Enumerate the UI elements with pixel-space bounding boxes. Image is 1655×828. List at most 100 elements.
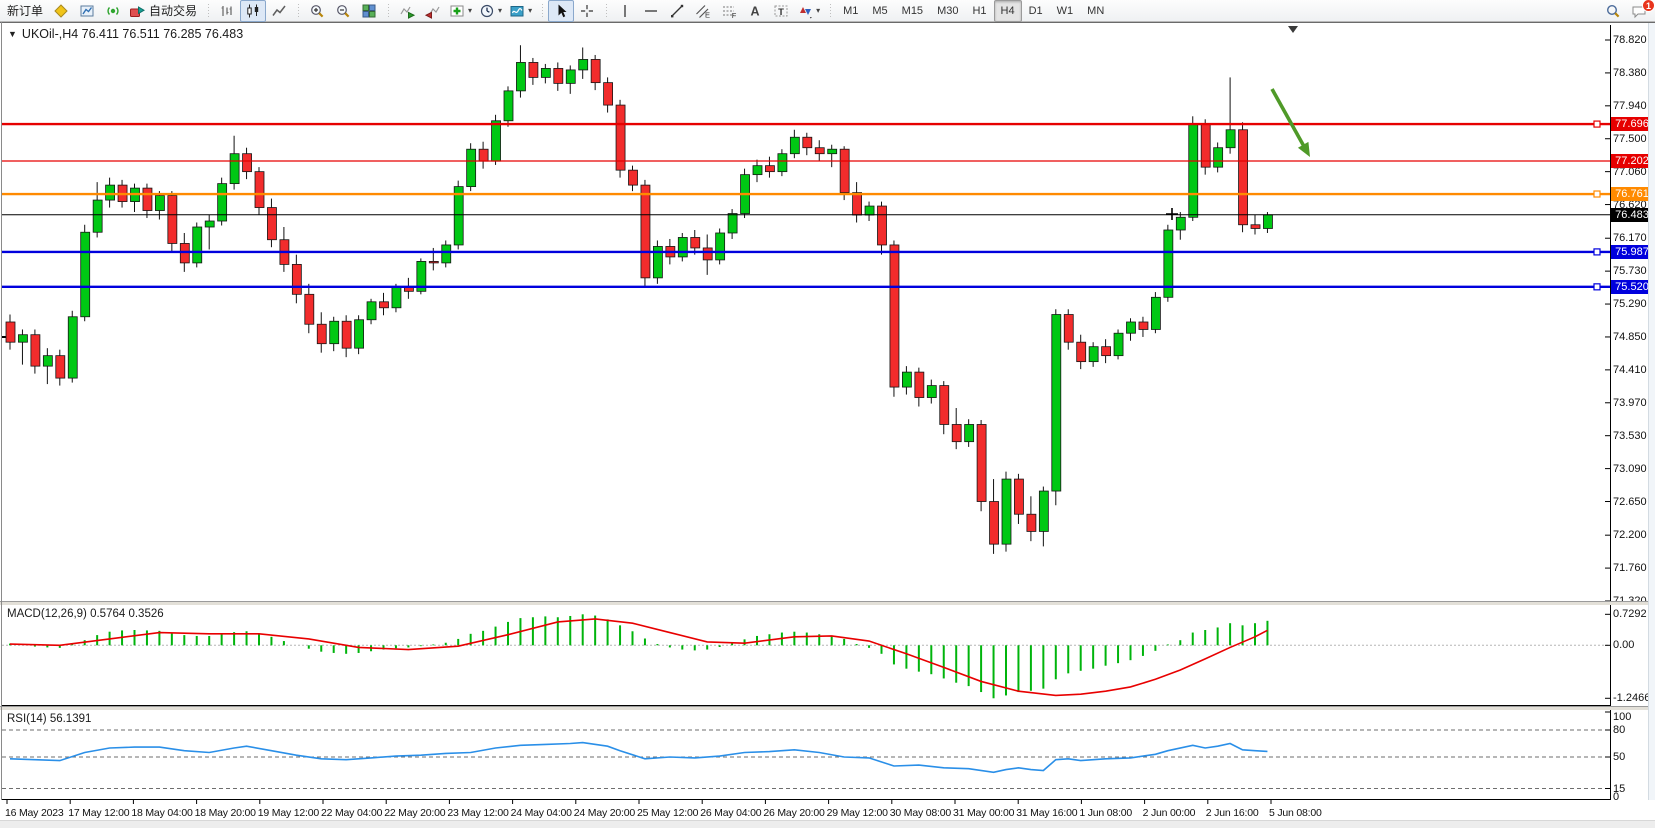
time-tick-label: 26 May 04:00 bbox=[700, 807, 762, 819]
crosshair-button[interactable] bbox=[574, 0, 600, 22]
timeframe-m5-button[interactable]: M5 bbox=[865, 0, 894, 22]
time-tick-label: 2 Jun 16:00 bbox=[1206, 807, 1259, 819]
toolbar-separator bbox=[385, 2, 392, 19]
fibonacci-button[interactable]: F bbox=[716, 0, 742, 22]
market-watch-button[interactable] bbox=[48, 0, 74, 22]
zoom-out-button[interactable] bbox=[330, 0, 356, 22]
bar-chart-button[interactable] bbox=[214, 0, 240, 22]
price-tick-label: 72.650 bbox=[1613, 495, 1647, 508]
clock-icon bbox=[479, 3, 495, 19]
chevron-down-icon[interactable]: ▾ bbox=[528, 6, 533, 15]
window-left-edge bbox=[1, 22, 2, 800]
timeframe-d1-button[interactable]: D1 bbox=[1022, 0, 1050, 22]
label-button[interactable]: T bbox=[768, 0, 794, 22]
chevron-down-icon[interactable]: ▾ bbox=[468, 6, 473, 15]
crosshair-icon bbox=[579, 3, 595, 19]
timeframe-m15-button[interactable]: M15 bbox=[895, 0, 930, 22]
price-tick-label: 75.730 bbox=[1613, 265, 1647, 278]
toolbar-separator bbox=[827, 2, 834, 19]
candlestick-chart-button[interactable] bbox=[240, 0, 267, 22]
cursor-icon bbox=[553, 3, 569, 19]
zoom-in-button[interactable] bbox=[304, 0, 330, 22]
time-tick-label: 19 May 12:00 bbox=[258, 807, 320, 819]
chart-shift-button[interactable] bbox=[420, 0, 446, 22]
price-tick-label: 77.940 bbox=[1613, 99, 1647, 112]
periods-button[interactable]: ▾ bbox=[476, 0, 506, 22]
price-tick-label: 72.200 bbox=[1613, 529, 1647, 542]
timeframe-label: W1 bbox=[1056, 4, 1074, 17]
price-chart-area[interactable] bbox=[2, 25, 1611, 603]
data-window-icon bbox=[79, 3, 95, 19]
indicators-button[interactable]: ▾ bbox=[446, 0, 476, 22]
macd-chart-area[interactable] bbox=[2, 605, 1611, 706]
time-tick-label: 29 May 12:00 bbox=[827, 807, 889, 819]
templates-button[interactable]: ▾ bbox=[506, 0, 536, 22]
text-button[interactable]: A bbox=[742, 0, 768, 22]
cursor-button[interactable] bbox=[548, 0, 575, 22]
toolbar-separator bbox=[603, 2, 610, 19]
search-button[interactable] bbox=[1600, 0, 1626, 22]
price-badge: 76.761 bbox=[1611, 187, 1653, 201]
fibonacci-icon: F bbox=[721, 3, 737, 19]
timeframe-label: H4 bbox=[1000, 4, 1015, 17]
vertical-scrollbar[interactable] bbox=[1648, 23, 1655, 800]
autotrading-icon bbox=[129, 3, 145, 19]
rsi-label: RSI(14) 56.1391 bbox=[7, 713, 92, 725]
channel-button[interactable]: E bbox=[690, 0, 716, 22]
price-tick-label: 76.620 bbox=[1613, 198, 1647, 211]
chevron-down-icon[interactable]: ▾ bbox=[816, 6, 821, 15]
search-icon bbox=[1605, 3, 1621, 19]
timeframe-m1-button[interactable]: M1 bbox=[836, 0, 865, 22]
trendline-icon bbox=[669, 3, 685, 19]
timeframe-mn-button[interactable]: MN bbox=[1080, 0, 1111, 22]
timeframe-label: H1 bbox=[972, 4, 987, 17]
notifications-button[interactable]: 1 bbox=[1626, 0, 1655, 22]
new-order-button[interactable]: 新订单 bbox=[2, 0, 48, 22]
toolbar-right: 1 bbox=[1600, 0, 1655, 22]
toolbar-separator bbox=[295, 2, 302, 19]
pane-splitter[interactable] bbox=[0, 706, 1655, 710]
line-chart-button[interactable] bbox=[266, 0, 292, 22]
candlestick-chart-icon bbox=[245, 3, 261, 19]
time-tick-label: 16 May 2023 bbox=[5, 807, 64, 819]
hline-button[interactable] bbox=[638, 0, 664, 22]
time-tick-label: 26 May 20:00 bbox=[763, 807, 825, 819]
svg-text:T: T bbox=[778, 6, 784, 17]
timeframe-h1-button[interactable]: H1 bbox=[965, 0, 993, 22]
time-tick-label: 18 May 20:00 bbox=[195, 807, 257, 819]
pane-splitter[interactable] bbox=[0, 601, 1655, 605]
price-tick-label: 74.850 bbox=[1613, 330, 1647, 343]
rsi-scale-label: 50 bbox=[1613, 751, 1626, 763]
time-tick-label: 22 May 04:00 bbox=[321, 807, 383, 819]
time-tick-label: 23 May 12:00 bbox=[447, 807, 509, 819]
time-tick-label: 30 May 08:00 bbox=[890, 807, 952, 819]
main-chart-pane: ▼ UKOil-,H4 76.411 76.511 76.285 76.483 … bbox=[0, 22, 1655, 607]
autotrading-button[interactable]: 自动交易 bbox=[126, 0, 202, 22]
timeframe-m30-button[interactable]: M30 bbox=[930, 0, 965, 22]
timeframe-h4-button[interactable]: H4 bbox=[993, 0, 1022, 22]
rsi-chart-area[interactable] bbox=[2, 710, 1611, 803]
timeframe-w1-button[interactable]: W1 bbox=[1050, 0, 1081, 22]
vline-icon bbox=[617, 3, 633, 19]
time-tick-label: 5 Jun 08:00 bbox=[1269, 807, 1322, 819]
vline-button[interactable] bbox=[612, 0, 638, 22]
price-tick-label: 78.380 bbox=[1613, 66, 1647, 79]
signal-button[interactable] bbox=[100, 0, 126, 22]
chevron-down-icon[interactable]: ▼ bbox=[8, 29, 17, 39]
bar-chart-icon bbox=[219, 3, 235, 19]
auto-scroll-button[interactable] bbox=[394, 0, 420, 22]
data-window-button[interactable] bbox=[74, 0, 100, 22]
shapes-button[interactable]: ▾ bbox=[794, 0, 824, 22]
trendline-button[interactable] bbox=[664, 0, 690, 22]
svg-text:A: A bbox=[751, 4, 760, 18]
time-tick-label: 31 May 16:00 bbox=[1016, 807, 1078, 819]
price-tick-label: 77.500 bbox=[1613, 132, 1647, 145]
macd-label: MACD(12,26,9) 0.5764 0.3526 bbox=[7, 608, 164, 620]
tile-windows-button[interactable] bbox=[356, 0, 382, 22]
arrow-annotation[interactable] bbox=[1270, 88, 1310, 157]
chevron-down-icon[interactable]: ▾ bbox=[498, 6, 503, 15]
chart-title: ▼ UKOil-,H4 76.411 76.511 76.285 76.483 bbox=[8, 27, 243, 41]
price-tick-label: 73.970 bbox=[1613, 396, 1647, 409]
zoom-out-icon bbox=[335, 3, 351, 19]
auto-scroll-icon bbox=[399, 3, 416, 19]
